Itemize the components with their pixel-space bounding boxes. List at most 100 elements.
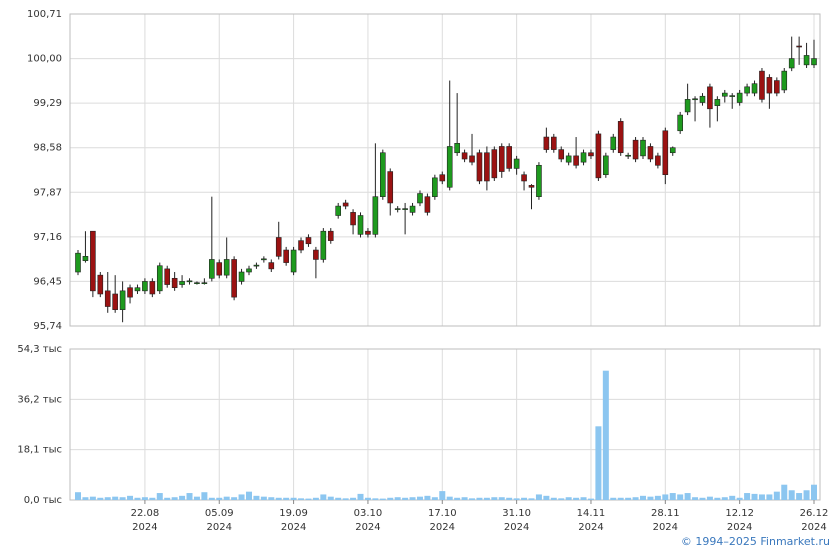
candle-body — [528, 185, 535, 188]
candle-body — [603, 155, 609, 176]
x-tick-label: 19.09 2024 — [279, 508, 308, 533]
volume-bar — [736, 497, 743, 500]
x-tick-label: 31.10 2024 — [502, 508, 531, 533]
x-tick-label: 12.12 2024 — [725, 508, 754, 533]
volume-bar — [201, 492, 208, 500]
candle-body — [714, 99, 721, 106]
candle-body — [759, 70, 765, 100]
candle-body — [766, 77, 773, 94]
candle-body — [669, 147, 676, 154]
volume-bar — [565, 497, 572, 500]
y-tick-label: 36,2 тыс — [17, 394, 62, 405]
candle-body — [484, 152, 490, 182]
volume-bar — [617, 497, 624, 500]
volume-bar — [104, 497, 111, 500]
volume-bar — [729, 495, 736, 500]
volume-bar — [654, 495, 661, 500]
volume-bar — [498, 497, 505, 500]
candle-body — [454, 143, 460, 154]
plot-frame — [69, 13, 821, 327]
candle-body — [744, 86, 750, 94]
candle-body — [543, 136, 550, 150]
candle-body — [231, 259, 237, 298]
volume-bar — [335, 497, 342, 500]
volume-bar — [216, 497, 223, 500]
candle-body — [335, 205, 342, 216]
candle-body — [402, 208, 408, 210]
candle-body — [513, 158, 520, 169]
volume-bar — [751, 493, 758, 500]
volume-bar — [587, 498, 594, 500]
x-tick-label: 26.12 2024 — [800, 508, 829, 533]
volume-bar — [721, 497, 728, 500]
volume-bar — [580, 497, 587, 500]
volume-bar — [260, 496, 267, 500]
candle-body — [424, 196, 431, 213]
candle-body — [803, 55, 810, 66]
x-tick-label: 28.11 2024 — [651, 508, 680, 533]
candle-body — [350, 212, 356, 226]
candle-body — [580, 152, 587, 163]
candle-body — [142, 281, 148, 292]
candle-body — [305, 237, 312, 245]
y-tick-label: 100,71 — [27, 9, 62, 20]
volume-bar — [231, 497, 238, 500]
volume-bar — [320, 494, 327, 500]
candle-body — [788, 58, 795, 69]
x-tick-label: 14.11 2024 — [577, 508, 606, 533]
candle-body — [194, 282, 200, 284]
candle-body — [365, 230, 371, 235]
candle-body — [565, 155, 572, 163]
volume-bar — [149, 497, 156, 500]
volume-bar — [283, 497, 290, 500]
volume-bar — [803, 490, 810, 500]
volume-bar — [394, 497, 401, 500]
volume-bar — [640, 495, 647, 500]
volume-bar — [350, 497, 357, 500]
candle-body — [298, 240, 304, 251]
candle-body — [156, 265, 163, 292]
candle-body — [290, 249, 297, 273]
candle-body — [632, 139, 639, 160]
candle-body — [238, 271, 245, 282]
candle-body — [461, 152, 468, 160]
y-tick-label: 98,58 — [33, 143, 62, 154]
candle-body — [640, 139, 646, 157]
volume-bar — [632, 497, 639, 500]
candle-body — [209, 259, 215, 279]
volume-bar — [193, 496, 200, 500]
y-tick-label: 95,74 — [33, 321, 62, 332]
volume-bar — [253, 495, 260, 500]
plot-frame — [69, 348, 821, 501]
volume-bar — [699, 497, 706, 500]
candle-body — [588, 152, 594, 157]
candle-body — [558, 149, 565, 160]
volume-bar — [521, 497, 528, 500]
x-tick-label: 22.08 2024 — [131, 508, 160, 533]
candle-body — [550, 136, 557, 150]
candle-body — [246, 268, 252, 273]
volume-bar — [781, 484, 788, 500]
volume-bar — [402, 497, 409, 500]
candle-body — [75, 252, 81, 273]
candle-body — [179, 281, 185, 285]
volume-bar — [141, 497, 148, 500]
candle-body — [573, 155, 579, 166]
candle-body — [721, 92, 728, 97]
candle-body — [171, 277, 178, 289]
candle-body — [446, 146, 453, 188]
volume-bar — [543, 495, 550, 500]
volume-bar — [558, 498, 565, 500]
y-tick-label: 97,87 — [33, 187, 62, 198]
volume-bar — [119, 497, 126, 500]
candle-body — [774, 80, 780, 94]
candle-body — [394, 208, 401, 210]
volume-bar — [706, 496, 713, 500]
candle-body — [253, 264, 260, 267]
volume-bar — [164, 497, 171, 500]
candle-body — [707, 86, 713, 110]
volume-bar — [416, 496, 423, 500]
candle-body — [283, 249, 289, 263]
candle-body — [164, 268, 171, 285]
